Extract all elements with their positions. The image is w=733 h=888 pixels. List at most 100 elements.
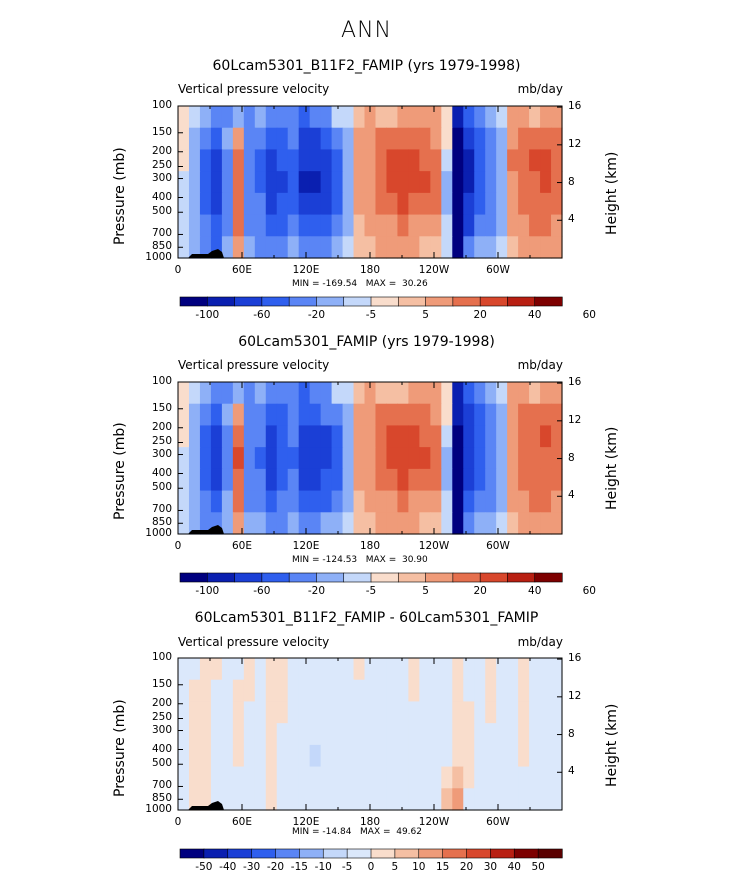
field-cell: [507, 679, 519, 703]
field-cell: [551, 171, 563, 194]
field-cell: [474, 658, 486, 681]
field-cell: [232, 447, 245, 470]
field-cell: [518, 236, 530, 259]
field-cell: [221, 382, 234, 405]
field-cell: [309, 766, 322, 789]
field-cell: [375, 106, 388, 129]
field-cell: [210, 490, 223, 513]
field-cell: [331, 192, 344, 216]
colorbar-label: 40: [507, 861, 521, 873]
field-cell: [430, 425, 442, 448]
field-cell: [430, 214, 442, 237]
field-cell: [518, 127, 530, 151]
field-cell: [298, 679, 311, 703]
field-cell: [364, 236, 377, 259]
field-cell: [397, 490, 409, 513]
field-cell: [287, 425, 300, 448]
field-cell: [298, 127, 311, 151]
field-cell: [188, 468, 201, 492]
field-cell: [221, 214, 234, 237]
field-cell: [276, 490, 289, 513]
field-cell: [287, 149, 300, 172]
field-cell: [364, 171, 377, 194]
field-cell: [243, 658, 256, 681]
field-cell: [188, 658, 201, 681]
field-cell: [551, 106, 563, 129]
field-cell: [254, 679, 267, 703]
field-cell: [188, 192, 201, 216]
field-cell: [210, 744, 223, 768]
field-cell: [540, 382, 552, 405]
field-cell: [243, 468, 256, 492]
field-cell: [441, 658, 453, 681]
field-cell: [386, 447, 399, 470]
field-cell: [540, 723, 552, 746]
field-cell: [397, 766, 409, 789]
panel-3-ylabel: Pressure (mb): [112, 699, 128, 797]
field-cell: [529, 192, 541, 216]
field-cell: [210, 106, 223, 129]
field-cell: [474, 744, 486, 768]
field-cell: [221, 447, 234, 470]
field-cell: [507, 382, 519, 405]
field-cell: [254, 382, 267, 405]
field-cell: [309, 744, 322, 768]
field-cell: [178, 744, 190, 768]
field-cell: [276, 192, 289, 216]
field-cell: [507, 127, 519, 151]
field-cell: [331, 788, 344, 811]
field-cell: [507, 192, 519, 216]
field-cell: [408, 382, 420, 405]
field-cell: [375, 679, 388, 703]
field-cell: [309, 149, 322, 172]
field-cell: [331, 106, 344, 129]
field-cell: [463, 425, 475, 448]
field-cell: [452, 679, 464, 703]
field-cell: [397, 127, 409, 151]
field-cell: [430, 192, 442, 216]
field-cell: [298, 447, 311, 470]
field-cell: [408, 744, 420, 768]
field-cell: [265, 382, 278, 405]
panel-1-title: 60Lcam5301_B11F2_FAMIP (yrs 1979-1998): [212, 58, 521, 74]
field-cell: [430, 766, 442, 789]
field-cell: [188, 382, 201, 405]
field-cell: [276, 788, 289, 811]
field-cell: [320, 658, 333, 681]
field-cell: [342, 192, 355, 216]
field-cell: [287, 192, 300, 216]
field-cell: [353, 723, 366, 746]
field-cell: [353, 766, 366, 789]
field-cell: [540, 744, 552, 768]
field-cell: [364, 425, 377, 448]
field-cell: [496, 679, 508, 703]
field-cell: [474, 236, 486, 259]
field-cell: [375, 425, 388, 448]
field-cell: [496, 701, 508, 724]
field-cell: [463, 723, 475, 746]
field-cell: [463, 192, 475, 216]
field-cell: [342, 468, 355, 492]
colorbar-label: -20: [266, 861, 285, 873]
ytick-label: 400: [151, 190, 172, 203]
field-cell: [441, 106, 453, 129]
field-cell: [452, 382, 464, 405]
panel-2-minmax: MIN = -124.53 MAX = 30.90: [292, 555, 428, 565]
field-cell: [485, 744, 497, 768]
field-cell: [353, 788, 366, 811]
field-cell: [386, 723, 399, 746]
field-cell: [529, 468, 541, 492]
field-cell: [441, 192, 453, 216]
topography-mask: [188, 801, 224, 810]
field-cell: [485, 192, 497, 216]
field-cell: [463, 236, 475, 259]
field-cell: [408, 192, 420, 216]
field-cell: [364, 512, 377, 535]
field-cell: [529, 425, 541, 448]
field-cell: [221, 490, 234, 513]
field-cell: [342, 723, 355, 746]
colorbar-swatch: [466, 848, 491, 859]
field-cell: [254, 127, 267, 151]
field-cell: [529, 679, 541, 703]
field-cell: [496, 512, 508, 535]
